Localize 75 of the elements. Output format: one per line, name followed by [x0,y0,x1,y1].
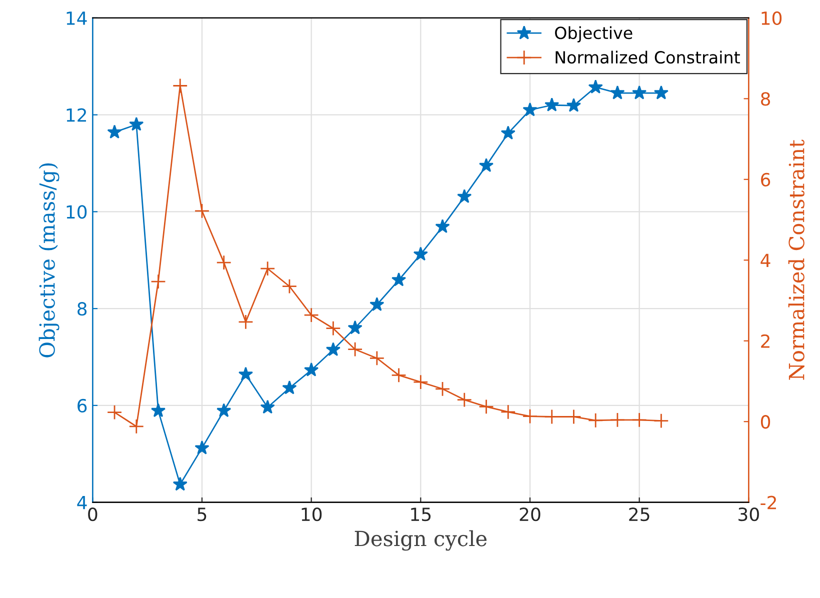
point [588,412,604,428]
point [326,320,341,336]
point [478,399,494,414]
point [413,246,428,261]
x-tick-label: 30 [738,508,759,522]
x-tick-label: 25 [629,508,650,522]
y2-tick-label: 4 [760,254,770,267]
point [216,254,232,270]
point [610,412,626,428]
point [304,307,319,323]
point [129,116,144,131]
x-tick-label: 20 [520,508,540,522]
point [106,404,122,420]
point [435,219,450,234]
point [238,314,254,330]
point [610,85,625,100]
y-axis-title: Objective (mass/g) [38,163,60,358]
point [282,380,297,394]
point [172,476,188,491]
x-tick-label: 10 [302,508,322,522]
point [478,158,494,172]
point [304,362,319,376]
point [654,85,668,100]
point [632,412,647,428]
point [500,404,516,420]
y-tick-label: 8 [78,302,87,316]
y2-axis-title: Normalized Constraint [788,140,804,380]
x-tick-label: 5 [198,508,206,522]
point [544,97,560,112]
point [107,124,122,139]
legend-label: Normalized Constraint [556,50,740,64]
point [238,366,254,381]
point [500,126,516,140]
y2-tick-label: 0 [760,415,770,429]
point [172,78,188,94]
point [194,203,210,219]
point [369,350,385,366]
y2-tick-label: 10 [762,11,782,26]
point [370,297,384,312]
y-tick-label: 12 [66,108,86,122]
point [260,400,275,414]
point [128,418,144,434]
x-axis-title: Design cycle [354,530,487,551]
y-tick-label: 4 [77,496,87,510]
point [194,440,210,454]
y-tick-label: 6 [78,398,87,413]
point [348,320,362,334]
point [150,274,166,290]
point [391,368,406,383]
y2-tick-label: -2 [760,496,776,510]
point [260,260,276,276]
y2-tick-label: 2 [761,334,770,348]
point [282,278,298,294]
point [391,272,406,286]
point [413,374,428,390]
point [150,403,166,418]
x-tick-label: 0 [88,508,98,522]
point [566,98,582,112]
point [588,80,603,94]
point [522,408,538,424]
y-tick-label: 10 [66,205,87,219]
point [522,102,538,116]
x-tick-label: 15 [411,508,431,522]
point [326,342,340,356]
y2-tick-label: 6 [761,172,770,187]
y2-tick-label: 8 [760,92,770,106]
y-tick-label: 14 [66,12,87,25]
point [434,381,450,397]
point [456,392,472,408]
point [347,342,363,357]
point [654,413,669,428]
point [457,189,472,203]
point [632,85,647,100]
point [216,403,232,418]
legend-label: Objective [555,26,632,42]
